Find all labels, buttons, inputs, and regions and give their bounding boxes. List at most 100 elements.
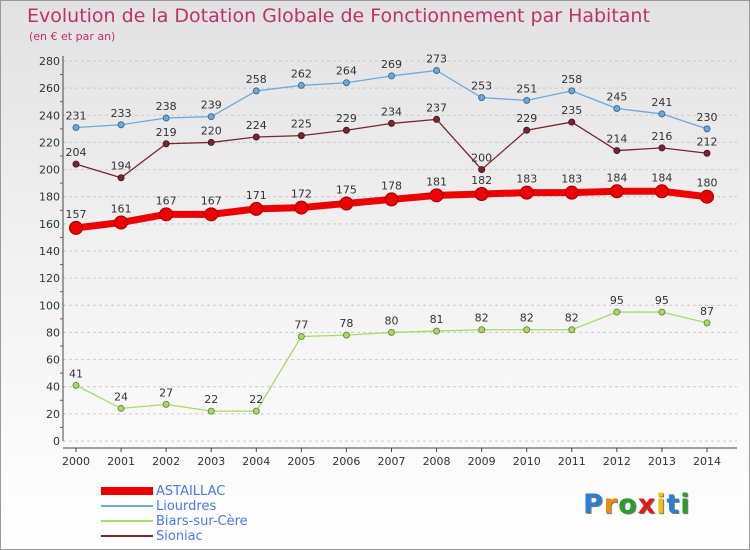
data-point (162, 114, 170, 122)
y-tick-label: 160 (39, 218, 60, 231)
legend-label: Biars-sur-Cère (156, 514, 248, 529)
data-point (339, 196, 354, 211)
data-point (703, 125, 711, 133)
logo-letter: i (680, 489, 691, 520)
logo-letter: o (618, 489, 638, 520)
data-label: 212 (697, 135, 718, 148)
data-label: 95 (655, 294, 669, 307)
data-point (478, 166, 486, 174)
data-point (523, 126, 531, 134)
data-point (69, 220, 83, 235)
data-label: 77 (294, 319, 308, 332)
data-label: 219 (156, 126, 177, 139)
series-astaillac: 157 161 167 167 171 172 175 178 181 182 183 183 184 1… (66, 171, 718, 235)
x-tick-label: 2014 (693, 455, 721, 468)
x-tick-label: 2004 (242, 455, 270, 468)
data-point (297, 132, 305, 140)
y-tick-label: 140 (39, 245, 60, 258)
data-point (117, 404, 125, 412)
data-point (568, 118, 576, 126)
data-label: 87 (700, 305, 714, 318)
y-tick-label: 180 (39, 191, 60, 204)
data-label: 184 (651, 171, 672, 184)
data-point (342, 331, 350, 339)
legend-label: Sioniac (156, 529, 203, 544)
data-point (207, 138, 215, 146)
data-point (609, 184, 624, 199)
data-point (700, 189, 714, 204)
data-label: 181 (426, 175, 447, 188)
data-point (207, 113, 215, 121)
y-tick-label: 220 (39, 136, 60, 149)
y-tick-label: 120 (39, 272, 60, 285)
data-label: 161 (111, 203, 132, 216)
data-label: 220 (201, 124, 222, 137)
x-tick-label: 2000 (62, 455, 90, 468)
logo-letter: i (656, 489, 667, 520)
data-label: 180 (697, 177, 718, 190)
legend-swatch (101, 535, 153, 537)
data-label: 234 (381, 105, 402, 118)
data-point (297, 333, 305, 340)
data-label: 171 (246, 189, 267, 202)
data-point (162, 140, 170, 148)
data-point (249, 201, 264, 216)
data-label: 82 (520, 312, 534, 325)
data-label: 194 (111, 160, 132, 173)
data-label: 41 (69, 367, 83, 380)
data-label: 231 (66, 110, 87, 123)
data-label: 167 (156, 194, 177, 207)
data-point (162, 400, 170, 408)
data-label: 238 (156, 100, 177, 113)
chart-title: Evolution de la Dotation Globale de Fonc… (27, 5, 650, 27)
data-label: 81 (430, 313, 444, 326)
logo-letter: x (637, 489, 657, 520)
proxiti-logo: Proxiti (583, 489, 691, 520)
data-label: 200 (471, 152, 492, 165)
data-label: 24 (114, 390, 128, 403)
data-point (568, 326, 576, 334)
data-point (613, 308, 621, 316)
data-label: 216 (651, 130, 672, 143)
data-label: 184 (606, 171, 627, 184)
data-point (519, 185, 534, 200)
logo-letter: P (583, 489, 604, 520)
legend-label: ASTAILLAC (156, 484, 226, 499)
data-point (204, 207, 219, 222)
data-point (703, 319, 711, 327)
data-point (384, 192, 399, 207)
data-point (564, 185, 579, 200)
data-label: 157 (66, 208, 87, 221)
data-label: 183 (516, 173, 537, 186)
x-tick-label: 2009 (468, 455, 496, 468)
data-point (613, 105, 621, 112)
data-label: 264 (336, 65, 357, 78)
data-point (252, 87, 260, 95)
y-tick-label: 80 (46, 326, 60, 339)
data-point (658, 144, 666, 152)
x-tick-label: 2001 (107, 455, 135, 468)
data-label: 225 (291, 118, 312, 131)
legend-swatch (101, 520, 153, 522)
data-point (613, 147, 621, 155)
data-label: 258 (246, 73, 267, 86)
data-point (207, 407, 215, 415)
logo-letter: r (603, 489, 619, 520)
data-point (658, 308, 666, 316)
y-tick-label: 60 (46, 354, 60, 367)
data-point (703, 149, 711, 157)
data-point (658, 110, 666, 118)
data-label: 241 (651, 96, 672, 109)
data-point (252, 133, 260, 141)
data-label: 95 (610, 294, 624, 307)
data-label: 253 (471, 80, 492, 93)
legend-swatch (101, 505, 153, 507)
data-point (72, 381, 80, 389)
data-label: 237 (426, 101, 447, 114)
data-label: 80 (385, 314, 399, 327)
x-tick-label: 2008 (423, 455, 451, 468)
y-tick-label: 260 (39, 82, 60, 95)
data-point (297, 81, 305, 89)
data-label: 229 (336, 112, 357, 125)
